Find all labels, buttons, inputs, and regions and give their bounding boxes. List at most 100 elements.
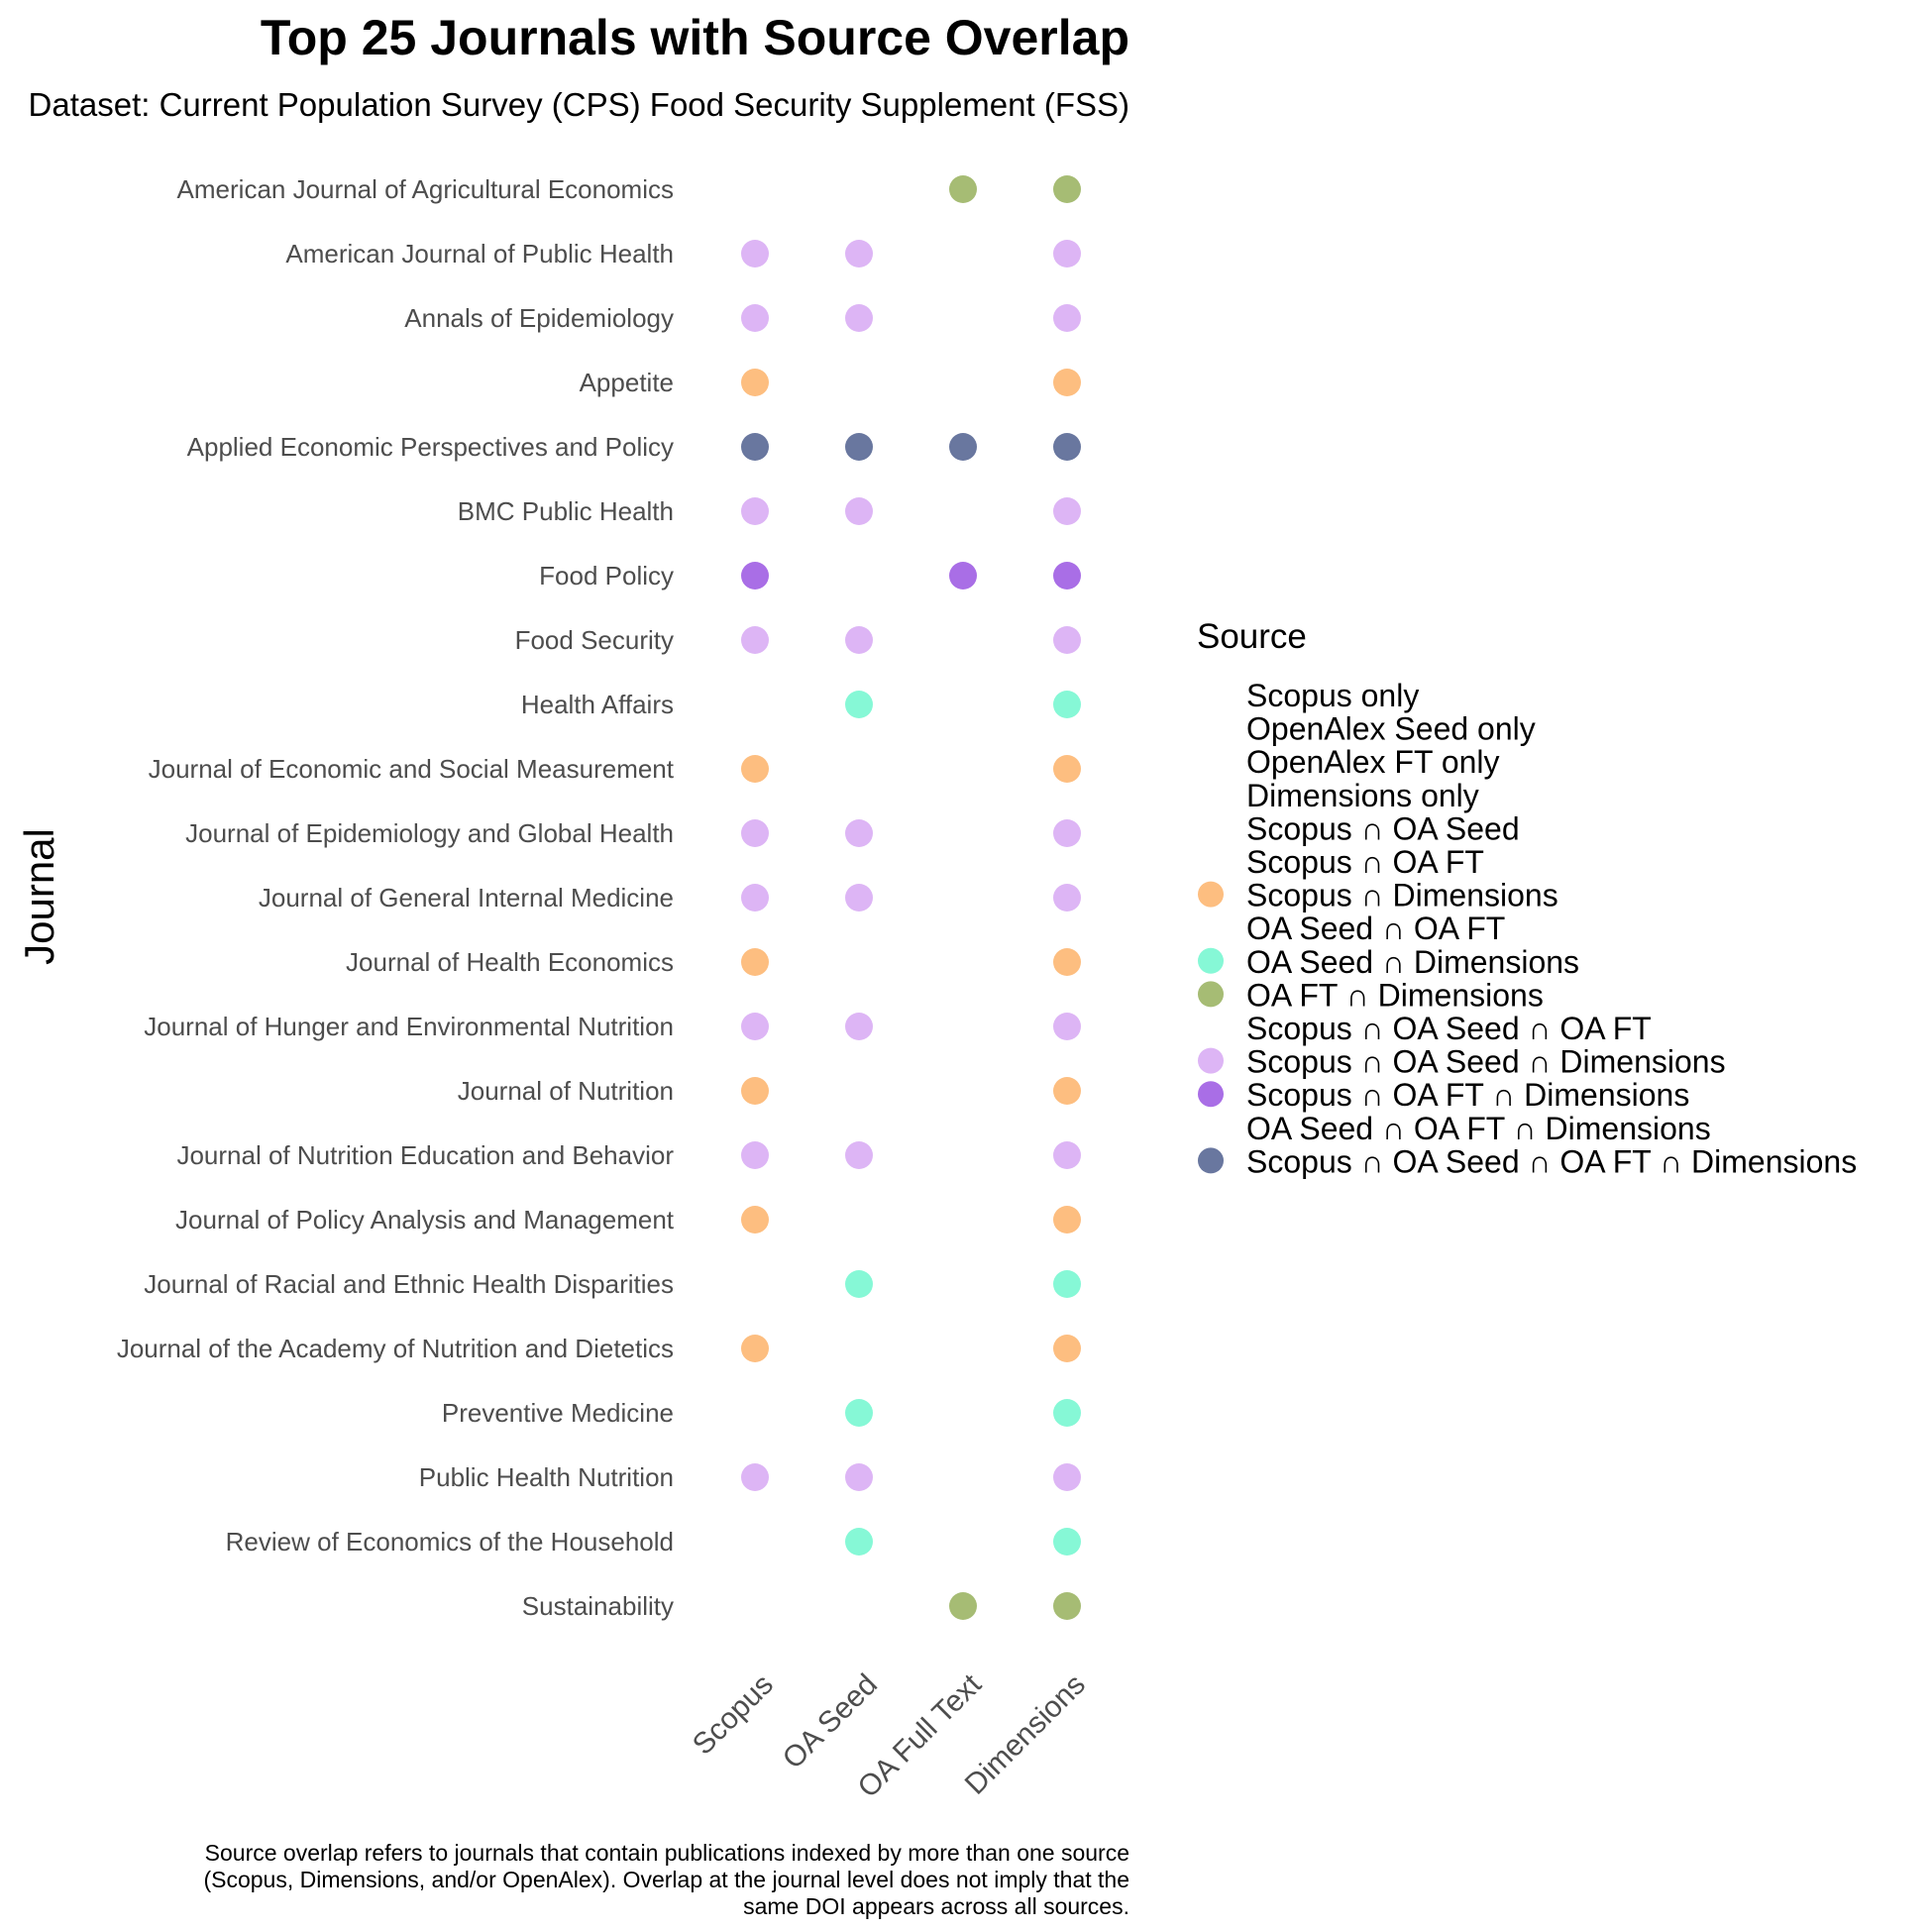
data-point xyxy=(949,1592,977,1620)
data-point xyxy=(1053,1528,1081,1556)
data-point xyxy=(741,948,769,976)
data-point xyxy=(949,433,977,461)
data-point xyxy=(741,1013,769,1040)
y-tick-label: Sustainability xyxy=(522,1591,674,1621)
data-point xyxy=(1053,304,1081,332)
y-tick-label: Appetite xyxy=(580,368,674,397)
caption-line: (Scopus, Dimensions, and/or OpenAlex). O… xyxy=(203,1867,1129,1892)
data-point xyxy=(1053,562,1081,590)
data-point xyxy=(1053,626,1081,654)
data-point xyxy=(1053,948,1081,976)
data-point xyxy=(845,433,873,461)
y-tick-label: Public Health Nutrition xyxy=(419,1462,674,1492)
caption-line: same DOI appears across all sources. xyxy=(743,1893,1129,1919)
y-tick-label: BMC Public Health xyxy=(458,496,674,526)
y-tick-label: American Journal of Public Health xyxy=(285,239,674,268)
data-point xyxy=(1053,1077,1081,1105)
data-point xyxy=(1053,1592,1081,1620)
data-point xyxy=(845,1399,873,1427)
data-point xyxy=(845,1528,873,1556)
legend-entry: OA Seed ∩ OA FT ∩ Dimensions xyxy=(1246,1111,1711,1146)
legend-entry: Scopus ∩ OA Seed xyxy=(1246,810,1520,846)
legend-key xyxy=(1198,1081,1224,1108)
data-point xyxy=(741,1077,769,1105)
data-point xyxy=(741,433,769,461)
data-point xyxy=(1053,175,1081,203)
data-point xyxy=(845,884,873,912)
y-axis-label: Journal xyxy=(16,828,62,965)
data-point xyxy=(845,819,873,847)
data-point xyxy=(741,1463,769,1491)
caption-line: Source overlap refers to journals that c… xyxy=(205,1840,1129,1866)
data-point xyxy=(741,1206,769,1234)
data-point xyxy=(1053,1141,1081,1169)
data-point xyxy=(741,240,769,268)
y-tick-label: Food Security xyxy=(515,625,674,655)
data-point xyxy=(1053,819,1081,847)
data-point xyxy=(845,304,873,332)
legend-entry: Scopus ∩ OA FT ∩ Dimensions xyxy=(1246,1077,1689,1113)
data-point xyxy=(741,884,769,912)
y-tick-label: Review of Economics of the Household xyxy=(226,1527,674,1556)
legend-key xyxy=(1198,881,1224,908)
y-tick-label: Journal of the Academy of Nutrition and … xyxy=(117,1334,674,1363)
data-point xyxy=(741,819,769,847)
data-point xyxy=(845,1141,873,1169)
y-tick-label: American Journal of Agricultural Economi… xyxy=(177,174,674,204)
data-point xyxy=(845,1270,873,1298)
x-tick-label: OA Seed xyxy=(777,1668,884,1775)
chart-subtitle: Dataset: Current Population Survey (CPS)… xyxy=(29,86,1129,123)
legend-entry: Scopus ∩ Dimensions xyxy=(1246,878,1558,913)
data-point xyxy=(845,1013,873,1040)
data-point xyxy=(949,175,977,203)
data-point xyxy=(1053,240,1081,268)
y-tick-label: Journal of Nutrition xyxy=(458,1076,674,1106)
data-point xyxy=(741,304,769,332)
data-point xyxy=(741,369,769,396)
y-axis-ticks: American Journal of Agricultural Economi… xyxy=(117,174,675,1621)
legend-title: Source xyxy=(1197,617,1307,656)
caption: Source overlap refers to journals that c… xyxy=(203,1840,1129,1919)
data-point xyxy=(1053,1335,1081,1362)
y-tick-label: Journal of General Internal Medicine xyxy=(259,883,674,912)
y-tick-label: Journal of Policy Analysis and Managemen… xyxy=(175,1205,675,1234)
data-point xyxy=(1053,1013,1081,1040)
y-tick-label: Journal of Hunger and Environmental Nutr… xyxy=(144,1012,674,1041)
data-point xyxy=(845,1463,873,1491)
legend-entry: Scopus ∩ OA Seed ∩ OA FT xyxy=(1246,1011,1652,1046)
y-tick-label: Health Affairs xyxy=(521,690,674,719)
chart-title: Top 25 Journals with Source Overlap xyxy=(261,10,1129,65)
legend-entry: OA Seed ∩ Dimensions xyxy=(1246,944,1579,980)
data-point xyxy=(741,755,769,783)
legend-key xyxy=(1198,981,1224,1008)
data-point xyxy=(1053,691,1081,718)
data-point xyxy=(949,562,977,590)
legend-entry: Scopus only xyxy=(1246,678,1419,713)
y-tick-label: Food Policy xyxy=(539,561,674,590)
x-tick-label: Scopus xyxy=(687,1668,780,1762)
y-tick-label: Journal of Economic and Social Measureme… xyxy=(149,754,675,784)
y-tick-label: Journal of Racial and Ethnic Health Disp… xyxy=(144,1269,674,1299)
y-tick-label: Journal of Health Economics xyxy=(346,947,674,977)
legend-entry: OpenAlex Seed only xyxy=(1246,711,1536,747)
legend-entry: Dimensions only xyxy=(1246,778,1479,813)
data-point xyxy=(1053,1399,1081,1427)
data-point xyxy=(1053,1206,1081,1234)
y-tick-label: Journal of Nutrition Education and Behav… xyxy=(176,1140,674,1170)
legend-entry: Scopus ∩ OA Seed ∩ OA FT ∩ Dimensions xyxy=(1246,1143,1857,1179)
y-tick-label: Preventive Medicine xyxy=(442,1398,674,1428)
data-point xyxy=(1053,1463,1081,1491)
legend-entry: OA FT ∩ Dimensions xyxy=(1246,977,1544,1013)
data-point xyxy=(741,1335,769,1362)
data-point xyxy=(845,240,873,268)
y-tick-label: Annals of Epidemiology xyxy=(404,303,674,333)
data-point xyxy=(741,1141,769,1169)
data-point xyxy=(1053,497,1081,525)
data-point xyxy=(1053,369,1081,396)
legend-entry: OA Seed ∩ OA FT xyxy=(1246,911,1505,946)
data-point xyxy=(1053,1270,1081,1298)
data-point xyxy=(741,562,769,590)
